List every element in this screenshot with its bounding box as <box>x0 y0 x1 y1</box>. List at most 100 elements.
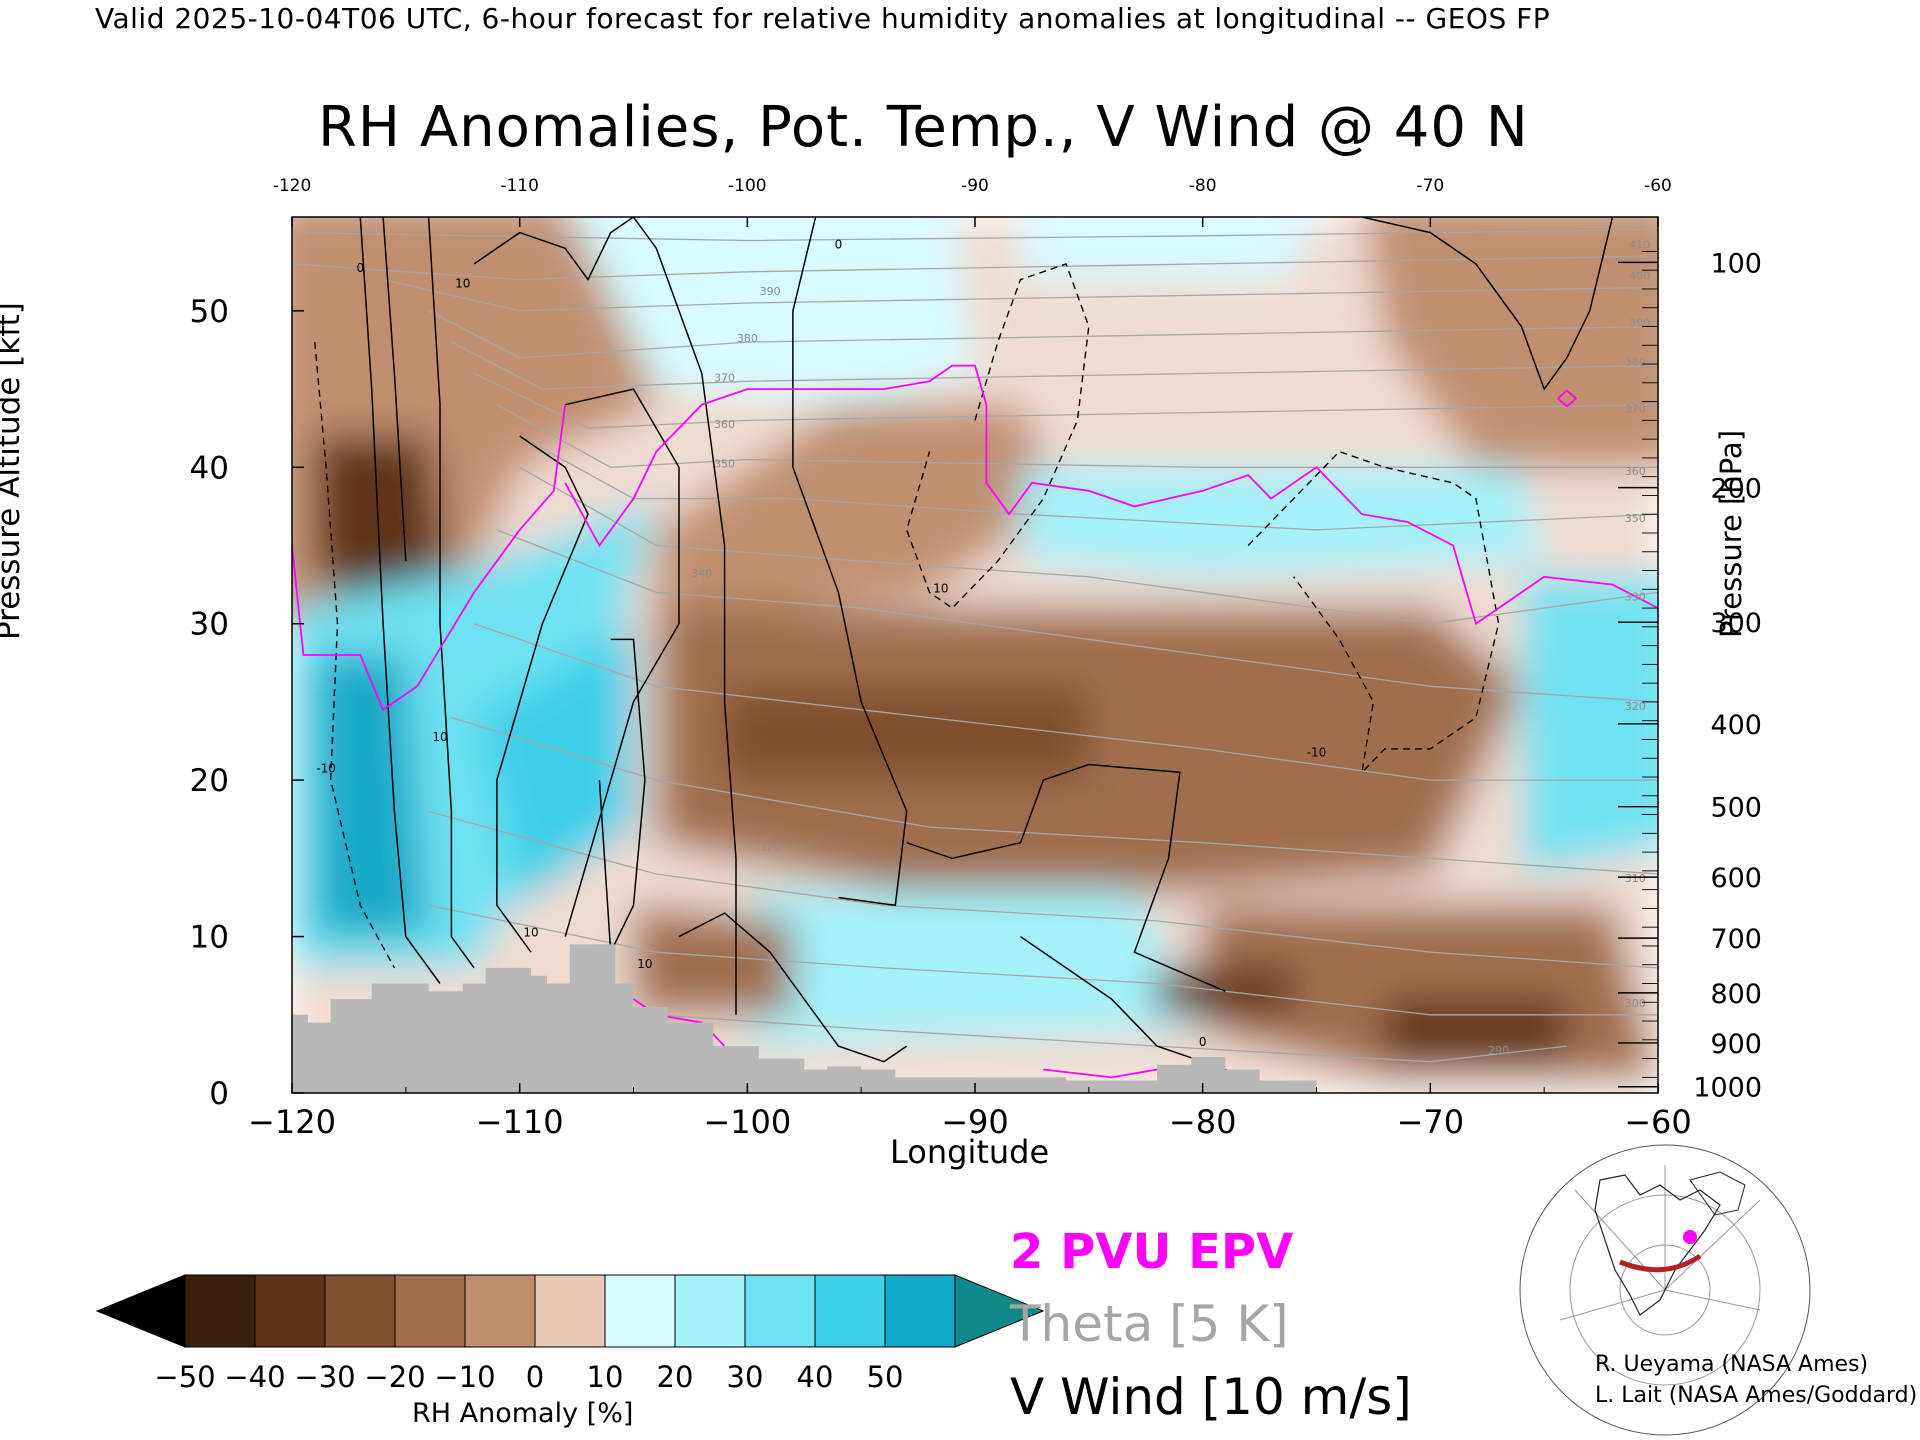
legend-vwind: V Wind [10 m/s] <box>1010 1368 1412 1426</box>
colorbar-tick-label: −10 <box>434 1360 495 1394</box>
theta-contour <box>519 466 1658 625</box>
colorbar-swatch <box>884 1274 956 1348</box>
theta-label: 370 <box>1625 403 1646 416</box>
pressure-tick-label: 700 <box>1710 924 1762 955</box>
theta-contour <box>451 716 1658 875</box>
theta-label: 320 <box>760 841 781 854</box>
pressure-tick-label: 100 <box>1710 248 1762 279</box>
vwind-contour-neg-west <box>314 342 396 969</box>
pressure-tick-label: 500 <box>1710 793 1762 824</box>
theta-label: 290 <box>1488 1044 1509 1057</box>
vwind-label: 0 <box>1199 1035 1207 1049</box>
epv-contour-main <box>564 364 1658 626</box>
vwind-label: 0 <box>356 261 364 275</box>
colorbar-tick-label: 20 <box>657 1360 694 1394</box>
y-tick-label: 10 <box>190 920 229 956</box>
vwind-label: 10 <box>455 276 470 290</box>
x-tick-label-top: -110 <box>500 176 539 196</box>
theta-label: 380 <box>737 332 758 345</box>
theta-contour <box>496 529 1658 703</box>
rh-very-dry-midlevel <box>724 686 1089 781</box>
valid-time-header: Valid 2025-10-04T06 UTC, 6-hour forecast… <box>95 2 1551 35</box>
theta-contour <box>382 278 1658 312</box>
y-tick-label: 20 <box>190 763 229 799</box>
colorbar-tick-label: 30 <box>727 1360 764 1394</box>
pressure-tick-label: 200 <box>1710 474 1762 505</box>
rh-field-blurred <box>292 217 1658 1093</box>
locator-map <box>1519 1144 1811 1436</box>
legend-theta: Theta [5 K] <box>1010 1295 1289 1353</box>
vwind-contour-0 <box>359 217 441 984</box>
vwind-contour-neg10 <box>905 263 1090 610</box>
vwind-label: 10 <box>637 957 652 971</box>
rh-moist-tropopause <box>1020 467 1545 577</box>
theta-contour <box>519 435 1658 531</box>
theta-contour <box>292 255 1658 281</box>
theta-label: 320 <box>1625 700 1646 713</box>
vwind-label: 0 <box>835 237 843 251</box>
vwind-label: -10 <box>1307 746 1327 760</box>
pressure-tick-label: 400 <box>1710 710 1762 741</box>
rh-very-dry-lower-east <box>1384 999 1567 1062</box>
epv-contour-surface <box>1043 1068 1158 1079</box>
rh-very-moist-west <box>314 655 429 937</box>
rh-moist-top-center <box>572 217 975 405</box>
y-tick-label: 50 <box>190 294 229 330</box>
vwind-contours <box>314 217 1614 1079</box>
pressure-tick-label: 800 <box>1710 979 1762 1010</box>
vwind-contour-0-center <box>792 217 908 907</box>
epv-contour-west <box>292 404 567 712</box>
vwind-label: 10 <box>933 581 948 595</box>
colorbar-label: RH Anomaly [%] <box>412 1398 634 1429</box>
vwind-contour-ne <box>1361 217 1614 391</box>
vwind-contour-jet3 <box>598 638 646 956</box>
colorbar-tick-label: 10 <box>587 1360 624 1394</box>
contour-labels: 390 380 370 360 350 340 320 410 400 390 380 370 360 3… <box>316 237 1650 1057</box>
theta-label: 410 <box>1629 238 1650 251</box>
rh-anomaly-field <box>292 217 1658 1093</box>
theta-label: 390 <box>760 285 781 298</box>
colorbar-swatch <box>464 1274 536 1348</box>
x-tick-label-top: -100 <box>728 176 767 196</box>
x-tick-label: −70 <box>1397 1103 1465 1141</box>
terrain-area <box>292 944 1317 1093</box>
colorbar-over-arrow <box>954 1274 1045 1348</box>
x-tick-label: −80 <box>1169 1103 1237 1141</box>
vwind-label: -10 <box>316 761 336 775</box>
colorbar-swatch <box>184 1274 256 1348</box>
vwind-contour-10 <box>427 217 475 969</box>
x-tick-label-top: -120 <box>273 176 312 196</box>
chart-title: RH Anomalies, Pot. Temp., V Wind @ 40 N <box>318 95 1529 160</box>
vwind-label: 10 <box>432 730 447 744</box>
colorbar-swatch <box>604 1274 676 1348</box>
epv-small-loop <box>1557 389 1578 408</box>
vwind-contour-jet2 <box>564 388 680 937</box>
terrain-mask <box>292 944 1317 1093</box>
theta-label: 370 <box>714 371 735 384</box>
colorbar-swatch <box>394 1274 466 1348</box>
theta-label: 390 <box>1629 317 1650 330</box>
colorbar-swatch <box>814 1274 886 1348</box>
vwind-contour-west <box>382 217 407 562</box>
colorbar-tick-label: −30 <box>294 1360 355 1394</box>
vwind-label: 10 <box>523 926 538 940</box>
rh-dry-midlevel <box>656 608 1522 906</box>
credit-ueyama: R. Ueyama (NASA Ames) <box>1595 1352 1869 1377</box>
axes: −120-120−110-110−100-100−90-90−80-80−70-… <box>190 176 1762 1141</box>
theta-contour <box>428 904 1658 1016</box>
rh-dry-northeast <box>1364 217 1658 468</box>
colorbar: −50 −40 −30 −20 −10 0 10 20 30 40 50 <box>95 1274 1045 1394</box>
colorbar-tick-label: 50 <box>867 1360 904 1394</box>
x-tick-label-top: -70 <box>1416 176 1444 196</box>
theta-contours <box>292 228 1658 1063</box>
pressure-tick-label: 600 <box>1710 863 1762 894</box>
y-axis-label: Pressure Altitude [kft] <box>0 302 28 640</box>
theta-label: 330 <box>1625 590 1646 603</box>
vwind-contour-top <box>473 217 634 282</box>
x-tick-label-top: -60 <box>1644 176 1672 196</box>
rh-dry-low-west <box>633 905 793 1015</box>
theta-label: 380 <box>1625 356 1646 369</box>
theta-label: 360 <box>1625 465 1646 478</box>
x-tick-label: −60 <box>1624 1103 1692 1141</box>
